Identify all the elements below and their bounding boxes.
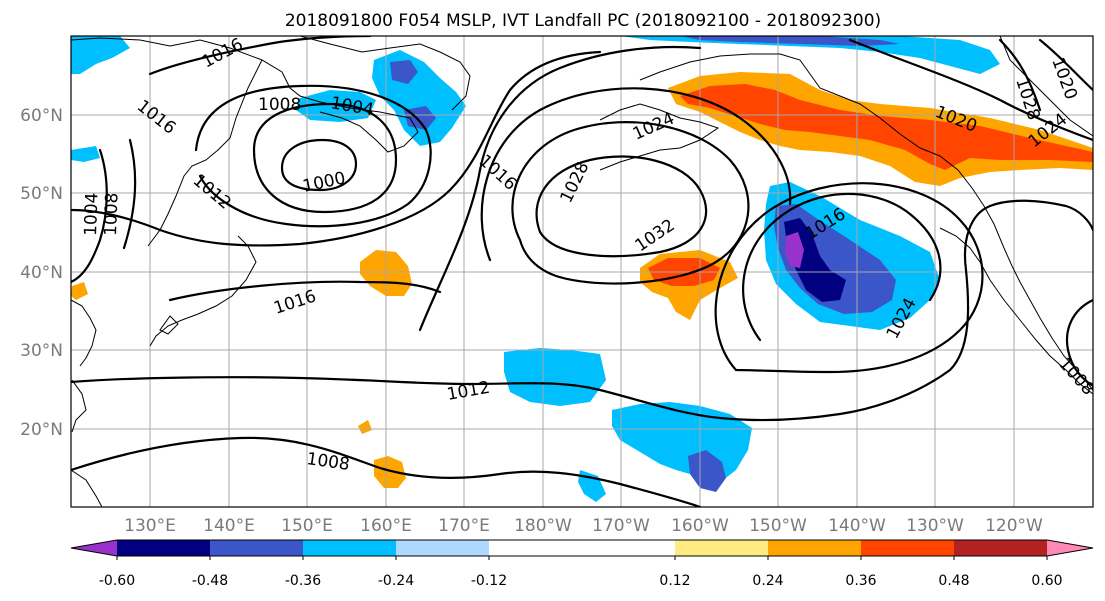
ivt-positive-spot-4 (71, 282, 88, 300)
colorbar-tick-label: 0.48 (938, 573, 969, 589)
longitude-labels: 130°E 140°E 150°E 160°E 170°E 180°W 170°… (124, 516, 1043, 536)
lat-label: 30°N (20, 341, 63, 361)
isobar-label: 1004 (81, 192, 102, 236)
lat-label: 40°N (20, 263, 63, 283)
lon-label: 150°E (281, 516, 333, 536)
ivt-positive-spot-3 (358, 420, 372, 434)
colorbar-tick-label: -0.60 (99, 573, 135, 589)
lon-label: 130°E (124, 516, 176, 536)
colorbar-segment (210, 540, 304, 556)
lon-label: 140°W (828, 516, 886, 536)
ivt-negative-nw-3 (390, 60, 418, 84)
colorbar-segment (489, 540, 583, 556)
lon-label: 160°W (671, 516, 729, 536)
ivt-negative-nw-4 (404, 106, 436, 130)
colorbar-segment (861, 540, 955, 556)
colorbar-segment (396, 540, 490, 556)
isobar-label: 1008 (101, 192, 122, 236)
colorbar-extend-low (71, 540, 117, 556)
latitude-labels: 60°N 50°N 40°N 30°N 20°N (20, 106, 63, 440)
colorbar-segment (582, 540, 676, 556)
ivt-negative-top-dark (680, 36, 900, 46)
colorbar-tick-label: 0.60 (1031, 573, 1062, 589)
lon-label: 140°E (203, 516, 255, 536)
lon-label: 170°W (592, 516, 650, 536)
ivt-negative-topleft (71, 36, 130, 74)
colorbar-tick-label: 0.24 (752, 573, 783, 589)
graticule (71, 36, 1093, 507)
ivt-negative-south-4 (578, 470, 606, 502)
ivt-negative-south-1 (504, 348, 606, 406)
lon-label: 160°E (360, 516, 412, 536)
lon-label: 170°E (438, 516, 490, 536)
ivt-negative-small-left (71, 146, 100, 162)
colorbar-ticks (116, 556, 1048, 560)
lon-label: 150°W (749, 516, 807, 536)
colorbar-tick-label: 0.36 (845, 573, 876, 589)
colorbar-segment (954, 540, 1048, 556)
colorbar-segment (117, 540, 211, 556)
lon-label: 180°W (514, 516, 572, 536)
colorbar-tick-label: -0.12 (471, 573, 507, 589)
lon-label: 120°W (985, 516, 1043, 536)
coastlines (71, 36, 1093, 507)
ivt-negative-east-purple (785, 232, 804, 268)
isobars (71, 36, 1093, 507)
ivt-negative-nw-2 (296, 90, 376, 122)
colorbar-tick-label: -0.36 (285, 573, 321, 589)
colorbar-segment (303, 540, 397, 556)
ivt-shading (71, 36, 1093, 502)
colorbar-extend-high (1047, 540, 1093, 556)
ivt-positive-alaska-inner (680, 84, 1093, 170)
lat-label: 20°N (20, 420, 63, 440)
ivt-negative-top (620, 36, 1000, 74)
lon-label: 130°W (906, 516, 964, 536)
ivt-negative-south-3 (688, 450, 726, 492)
colorbar-labels: -0.60 -0.48 -0.36 -0.24 -0.12 0.12 0.24 0.36 0.4… (99, 573, 1063, 589)
lat-label: 50°N (20, 184, 63, 204)
map-frame (70, 35, 1094, 508)
lat-label: 60°N (20, 106, 63, 126)
colorbar-tick-label: -0.48 (192, 573, 228, 589)
colorbar: -0.60 -0.48 -0.36 -0.24 -0.12 0.12 0.24 0.36 0.4… (70, 539, 1094, 589)
colorbar-segments (71, 540, 1093, 556)
isobar-label: 1008 (258, 95, 301, 115)
colorbar-segment (768, 540, 862, 556)
colorbar-tick-label: -0.24 (378, 573, 414, 589)
map-panel: 1016 1016 1008 1004 1000 1012 1004 1008 … (70, 35, 1094, 508)
map-title: 2018091800 F054 MSLP, IVT Landfall PC (2… (285, 11, 881, 31)
colorbar-segment (675, 540, 769, 556)
ivt-positive-spot-2 (374, 456, 406, 488)
colorbar-tick-label: 0.12 (659, 573, 690, 589)
